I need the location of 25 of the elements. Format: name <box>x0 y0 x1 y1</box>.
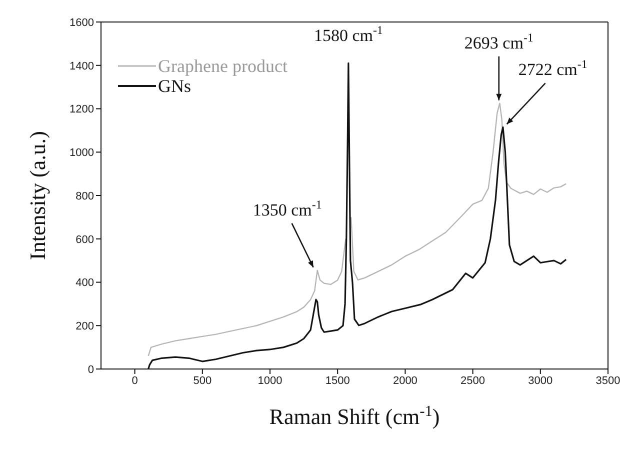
x-tick-label: 0 <box>132 374 138 387</box>
y-tick-label: 0 <box>88 364 94 376</box>
annotation: 2722 cm$^{-1}$ <box>518 57 588 80</box>
y-tick-label: 400 <box>76 277 94 290</box>
annotation: 1580 cm$^{-1}$ <box>314 23 383 46</box>
y-tick-label: 600 <box>76 234 94 246</box>
x-tick-label: 2500 <box>460 374 486 387</box>
x-tick-label: 2000 <box>392 374 418 387</box>
legend-label: GNs <box>158 76 192 96</box>
y-tick-label: 1200 <box>70 104 94 116</box>
y-tick-label: 1600 <box>70 16 94 29</box>
annotation: 1350 cm$^{-1}$ <box>252 197 322 220</box>
x-tick-label: 3000 <box>528 374 553 387</box>
y-tick-label: 200 <box>76 320 94 333</box>
y-tick-label: 800 <box>76 190 94 202</box>
x-tick-label: 1000 <box>258 374 282 387</box>
y-axis-title: Intensity (a.u.) <box>25 131 50 260</box>
annotation: 2693 cm$^{-1}$ <box>464 30 534 52</box>
y-tick-label: 1400 <box>70 60 94 72</box>
y-tick-label: 1000 <box>70 147 94 160</box>
x-tick-label: 3500 <box>596 374 620 387</box>
x-tick-label: 1500 <box>325 374 350 387</box>
x-tick-label: 500 <box>193 374 212 387</box>
legend-label: Graphene product <box>158 56 288 76</box>
x-axis-title: Raman Shift (cm$^{-1}$) <box>269 402 440 429</box>
